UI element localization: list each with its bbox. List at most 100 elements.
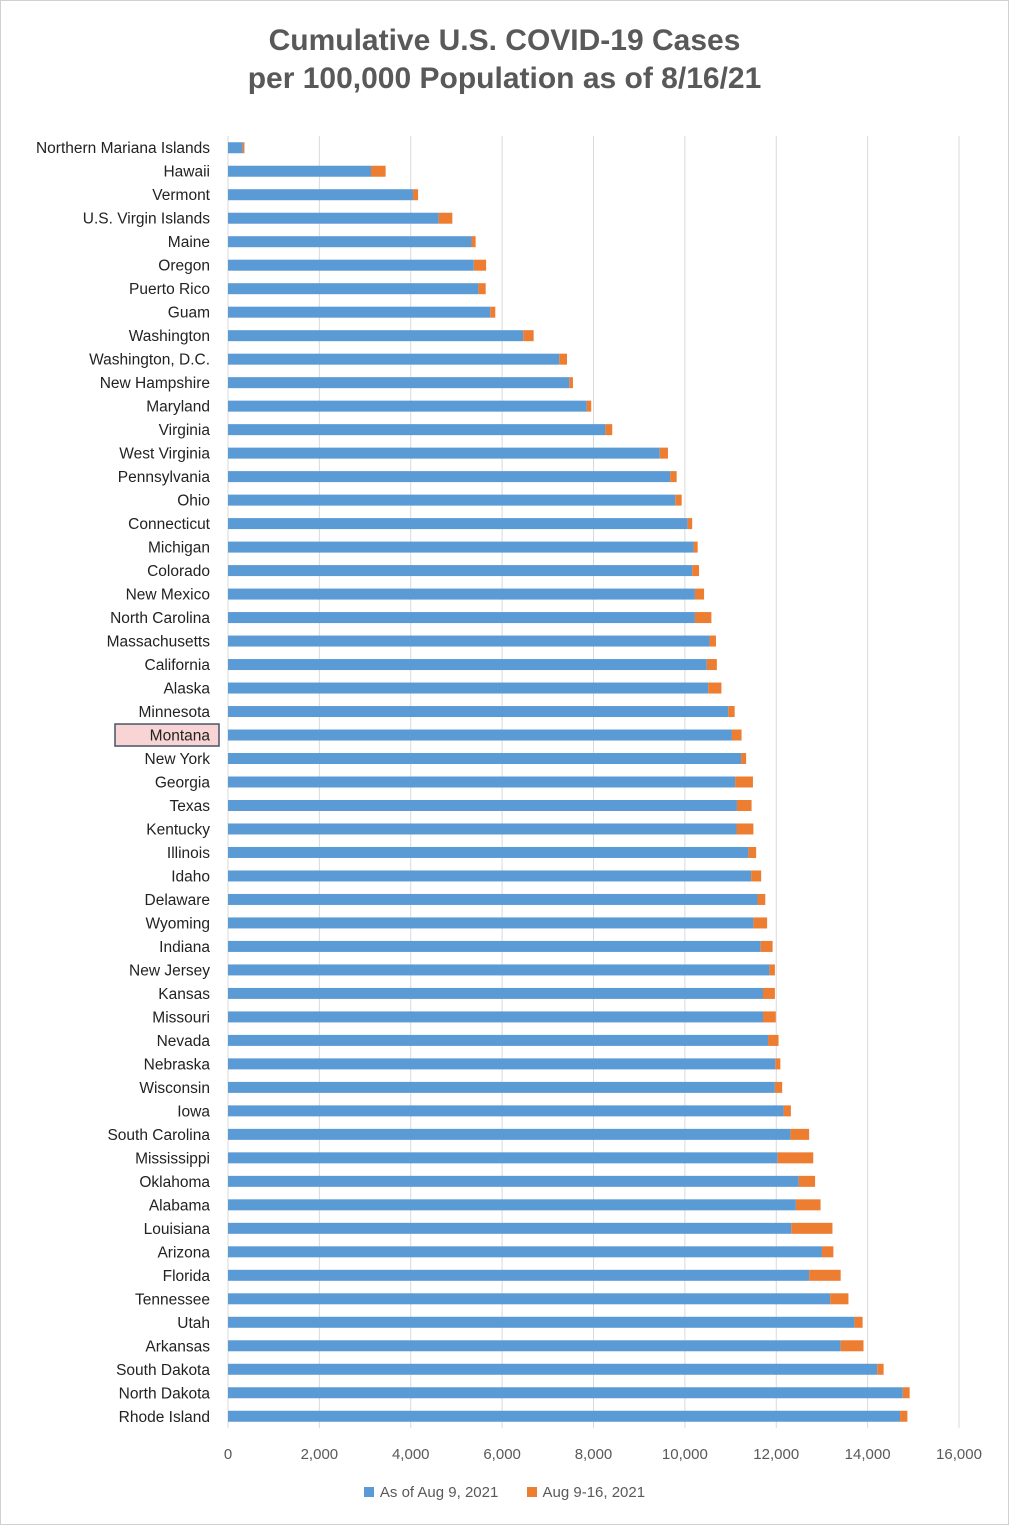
category-label: North Dakota bbox=[119, 1385, 211, 1402]
bar-base bbox=[228, 706, 729, 718]
bar-increase bbox=[753, 917, 768, 929]
bar-base bbox=[228, 964, 770, 976]
bar-increase bbox=[708, 682, 722, 694]
bar-increase bbox=[694, 612, 712, 624]
bar-increase bbox=[731, 729, 742, 741]
category-label: Virginia bbox=[159, 422, 211, 439]
bar-base bbox=[228, 471, 671, 483]
bar-base bbox=[228, 142, 243, 154]
bar-base bbox=[228, 447, 660, 459]
bar-base bbox=[228, 1269, 810, 1281]
bar-increase bbox=[490, 306, 496, 318]
chart-title: Cumulative U.S. COVID-19 Cases per 100,0… bbox=[0, 22, 1009, 98]
bar-increase bbox=[741, 753, 747, 765]
category-label: South Carolina bbox=[107, 1127, 210, 1144]
bar-increase bbox=[854, 1316, 863, 1328]
category-label: New Mexico bbox=[126, 587, 210, 604]
category-label: Nebraska bbox=[144, 1056, 211, 1073]
bar-base bbox=[228, 1081, 775, 1093]
bar-increase bbox=[523, 330, 534, 342]
bar-increase bbox=[840, 1340, 864, 1352]
bar-base bbox=[228, 189, 414, 201]
category-label: Arizona bbox=[157, 1244, 210, 1261]
bar-increase bbox=[675, 494, 682, 506]
bar-base bbox=[228, 377, 570, 389]
bar-increase bbox=[736, 823, 754, 835]
x-tick-label: 16,000 bbox=[936, 1446, 982, 1463]
x-tick-label: 2,000 bbox=[301, 1446, 339, 1463]
category-label: Texas bbox=[170, 798, 211, 815]
bar-base bbox=[228, 259, 474, 271]
category-label: Wyoming bbox=[146, 915, 210, 932]
bar-increase bbox=[687, 518, 693, 530]
legend-item-base: As of Aug 9, 2021 bbox=[363, 1484, 499, 1501]
bar-base bbox=[228, 612, 695, 624]
bar-increase bbox=[809, 1269, 841, 1281]
bar-base bbox=[228, 353, 560, 365]
bar-base bbox=[228, 893, 758, 905]
bar-increase bbox=[605, 424, 613, 436]
bar-increase bbox=[586, 400, 592, 412]
bar-increase bbox=[694, 588, 705, 600]
bar-increase bbox=[751, 870, 762, 882]
category-label: Arkansas bbox=[145, 1338, 210, 1355]
x-tick-label: 10,000 bbox=[662, 1446, 708, 1463]
category-label: North Carolina bbox=[110, 610, 210, 627]
bar-increase bbox=[774, 1081, 783, 1093]
bar-base bbox=[228, 776, 736, 788]
legend-label-increase: Aug 9-16, 2021 bbox=[542, 1484, 646, 1501]
bar-increase bbox=[795, 1199, 821, 1211]
bar-base bbox=[228, 940, 761, 952]
bar-base bbox=[228, 1387, 903, 1399]
bar-increase bbox=[736, 799, 752, 811]
legend-label-base: As of Aug 9, 2021 bbox=[379, 1484, 499, 1501]
category-label: New Jersey bbox=[129, 962, 210, 979]
category-label: Puerto Rico bbox=[129, 281, 210, 298]
bar-increase bbox=[559, 353, 568, 365]
bar-base bbox=[228, 917, 754, 929]
category-label: Massachusetts bbox=[107, 634, 211, 651]
bar-increase bbox=[900, 1410, 908, 1422]
bar-increase bbox=[478, 283, 486, 295]
bar-base bbox=[228, 330, 524, 342]
bar-increase bbox=[769, 964, 775, 976]
bar-base bbox=[228, 1105, 784, 1117]
bar-increase bbox=[735, 776, 753, 788]
bar-increase bbox=[242, 142, 245, 154]
bar-base bbox=[228, 846, 749, 858]
category-label: Idaho bbox=[171, 868, 210, 885]
bar-increase bbox=[830, 1293, 849, 1305]
category-label: Wisconsin bbox=[139, 1080, 210, 1097]
bar-base bbox=[228, 1222, 792, 1234]
bar-base bbox=[228, 1152, 778, 1164]
category-label: Indiana bbox=[159, 939, 210, 956]
category-label: Colorado bbox=[147, 563, 210, 580]
bar-increase bbox=[783, 1105, 791, 1117]
bar-increase bbox=[760, 940, 773, 952]
bar-increase bbox=[569, 377, 573, 389]
bar-increase bbox=[659, 447, 668, 459]
bar-base bbox=[228, 870, 752, 882]
bars bbox=[228, 142, 910, 1422]
x-tick-label: 4,000 bbox=[392, 1446, 430, 1463]
bar-increase bbox=[763, 987, 775, 999]
bar-increase bbox=[413, 189, 419, 201]
bar-base bbox=[228, 494, 676, 506]
bar-increase bbox=[728, 706, 735, 718]
category-label: Rhode Island bbox=[119, 1409, 210, 1426]
x-tick-label: 14,000 bbox=[845, 1446, 891, 1463]
bar-increase bbox=[471, 236, 476, 248]
bar-base bbox=[228, 541, 694, 553]
x-tick-label: 0 bbox=[224, 1446, 232, 1463]
category-label: West Virginia bbox=[119, 446, 210, 463]
bar-base bbox=[228, 753, 742, 765]
category-label: Michigan bbox=[148, 540, 210, 557]
legend: As of Aug 9, 2021 Aug 9-16, 2021 bbox=[0, 1484, 1009, 1501]
bar-increase bbox=[748, 846, 757, 858]
bar-base bbox=[228, 1340, 841, 1352]
category-label: Pennsylvania bbox=[118, 469, 211, 486]
category-label: Maine bbox=[168, 234, 210, 251]
category-label: Louisiana bbox=[144, 1221, 211, 1238]
bar-base bbox=[228, 212, 439, 224]
